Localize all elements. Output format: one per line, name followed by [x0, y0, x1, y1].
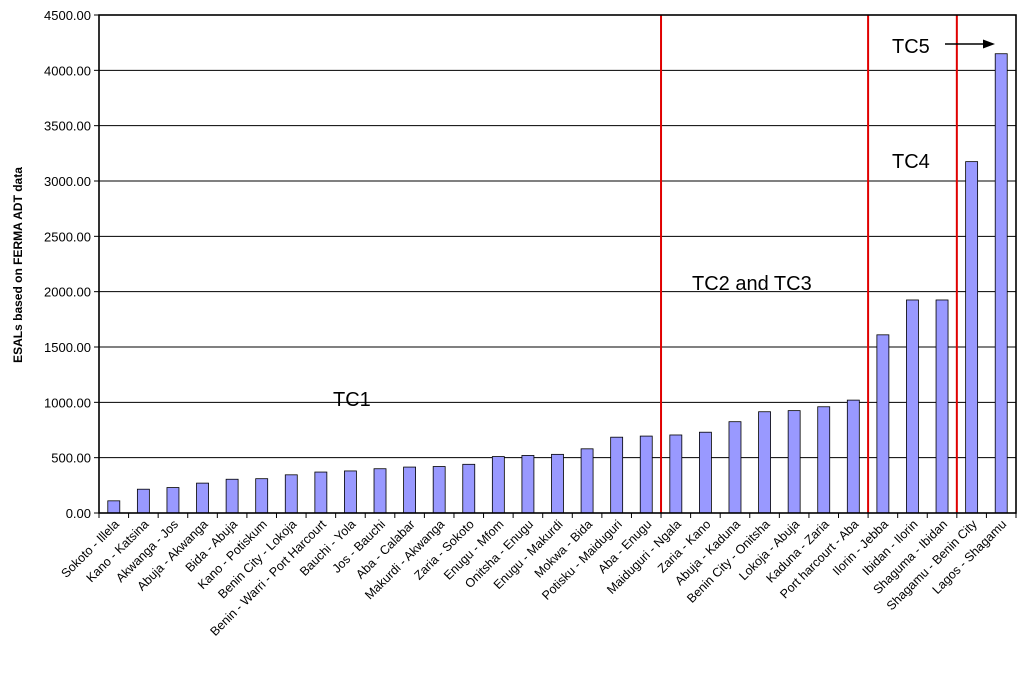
bar: [580, 448, 594, 514]
bar: [994, 53, 1008, 514]
bar: [373, 468, 387, 514]
annotation-label: TC5: [892, 36, 930, 58]
annotation-label: TC1: [333, 389, 371, 411]
bar: [669, 434, 683, 514]
bar: [728, 421, 742, 514]
y-tick-label: 2500.00: [44, 229, 91, 244]
annotation-arrowhead: [983, 39, 995, 49]
y-tick-label: 4000.00: [44, 63, 91, 78]
y-tick-label: 500.00: [51, 451, 91, 466]
annotation-label: TC2 and TC3: [692, 273, 812, 295]
bar: [935, 299, 949, 514]
bar: [107, 500, 121, 514]
tc-dividers: [660, 15, 958, 513]
y-axis-title: ESALs based on FERMA ADT data: [11, 167, 25, 363]
bar: [136, 488, 150, 514]
bar: [432, 466, 446, 514]
bar: [699, 431, 712, 514]
y-tick-label: 4500.00: [44, 8, 91, 23]
bar: [817, 406, 831, 514]
bar: [906, 299, 919, 514]
bar: [758, 411, 771, 514]
y-tick-label: 3500.00: [44, 119, 91, 134]
bar: [551, 453, 564, 514]
bar: [787, 410, 801, 514]
y-tick-label: 2000.00: [44, 285, 91, 300]
bar: [610, 436, 624, 514]
plot-frame: [98, 14, 1017, 514]
y-tick-label: 3000.00: [44, 174, 91, 189]
bar: [284, 474, 298, 514]
bar: [314, 471, 328, 514]
gridlines: [94, 14, 1017, 518]
bar: [491, 456, 505, 514]
bar: [225, 478, 239, 514]
y-tick-label: 1500.00: [44, 340, 91, 355]
y-tick-label: 0.00: [66, 506, 91, 521]
y-tick-label: 1000.00: [44, 395, 91, 410]
bar: [255, 478, 269, 514]
bar: [403, 466, 416, 514]
annotation-label: TC4: [892, 151, 930, 173]
bar: [196, 482, 209, 514]
bars: [107, 53, 1008, 514]
bar: [521, 455, 535, 514]
annotations: TC1 TC2 and TC3 TC4 TC5: [333, 36, 995, 411]
bar: [965, 161, 979, 514]
bar: [846, 399, 860, 514]
bar: [639, 435, 653, 514]
y-tick-labels: 0.00 500.00 1000.00 1500.00 2000.00 2500.00 30…: [44, 8, 91, 521]
bar: [344, 470, 357, 514]
bar: [462, 463, 476, 514]
axes: [98, 14, 1017, 514]
bar: [166, 487, 180, 514]
bar: [876, 334, 890, 514]
